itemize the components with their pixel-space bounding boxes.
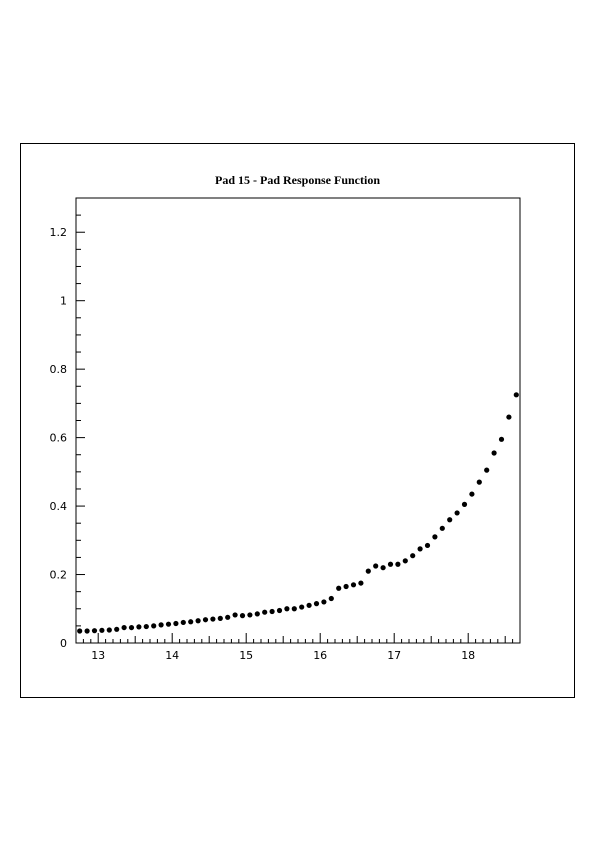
data-point	[239, 613, 246, 619]
data-point	[276, 607, 283, 614]
data-point	[387, 561, 394, 567]
data-point	[424, 542, 431, 549]
data-point	[77, 628, 83, 634]
data-point	[202, 617, 209, 623]
data-point	[210, 616, 216, 622]
data-point	[350, 582, 357, 588]
data-point	[439, 525, 445, 531]
data-point	[365, 568, 371, 574]
data-point	[461, 501, 468, 507]
data-point	[417, 546, 423, 552]
data-point	[180, 619, 186, 626]
y-tick-label: 0.2	[50, 569, 68, 582]
data-point	[328, 595, 334, 602]
x-tick-label: 18	[461, 649, 475, 662]
x-tick-label: 17	[387, 649, 401, 662]
x-tick-label: 15	[239, 649, 253, 662]
data-point	[491, 450, 497, 456]
x-tick-label: 16	[313, 649, 327, 662]
data-point	[91, 628, 98, 634]
data-point	[432, 534, 438, 540]
data-point	[254, 611, 260, 617]
data-point	[128, 624, 135, 631]
y-tick-label: 0	[60, 637, 67, 650]
data-point	[336, 585, 342, 591]
data-point	[358, 580, 364, 586]
data-point	[195, 618, 201, 624]
data-point	[476, 479, 482, 485]
data-point	[373, 563, 379, 569]
data-point	[121, 624, 127, 631]
data-point	[306, 602, 312, 608]
data-point	[165, 621, 172, 627]
data-point	[269, 608, 275, 615]
data-point	[151, 623, 157, 629]
data-point	[99, 627, 105, 633]
y-tick-label: 0.6	[50, 432, 68, 445]
data-point	[188, 619, 194, 625]
data-point	[84, 628, 90, 634]
y-tick-label: 0.8	[50, 363, 68, 376]
data-point	[484, 467, 490, 473]
data-point	[114, 626, 120, 632]
data-points	[77, 392, 519, 634]
y-tick-label: 1.2	[50, 226, 68, 239]
data-point	[225, 614, 231, 620]
data-point	[498, 436, 505, 442]
data-point	[506, 414, 512, 420]
data-point	[143, 623, 149, 630]
data-point	[454, 510, 460, 516]
data-point	[402, 558, 408, 564]
data-point	[410, 553, 416, 559]
data-point	[106, 627, 112, 633]
data-point	[158, 622, 164, 628]
data-point	[291, 606, 297, 612]
data-point	[262, 609, 268, 615]
chart-title: Pad 15 - Pad Response Function	[214, 173, 381, 187]
canvas-frame	[20, 143, 575, 698]
data-point	[513, 392, 519, 398]
data-point	[217, 615, 223, 621]
data-point	[284, 606, 290, 612]
data-point	[232, 612, 238, 618]
data-point	[173, 620, 179, 627]
data-point	[313, 601, 320, 607]
data-point	[136, 624, 142, 630]
x-tick-label: 13	[91, 649, 105, 662]
data-point	[380, 565, 386, 571]
y-tick-label: 0.4	[50, 500, 68, 513]
x-axis: 13 14 15 16 17 18	[75, 633, 521, 662]
data-point	[299, 604, 305, 610]
data-point	[447, 517, 453, 523]
data-point	[395, 561, 401, 567]
plot-area	[75, 197, 521, 644]
data-point	[343, 583, 349, 590]
y-tick-label: 1	[60, 295, 67, 308]
data-point	[321, 599, 327, 605]
x-tick-label: 14	[165, 649, 179, 662]
data-point	[247, 612, 253, 618]
data-point	[469, 491, 475, 497]
y-axis: 0 0.2 0.4 0.6 0.8 1 1.2	[50, 197, 85, 650]
